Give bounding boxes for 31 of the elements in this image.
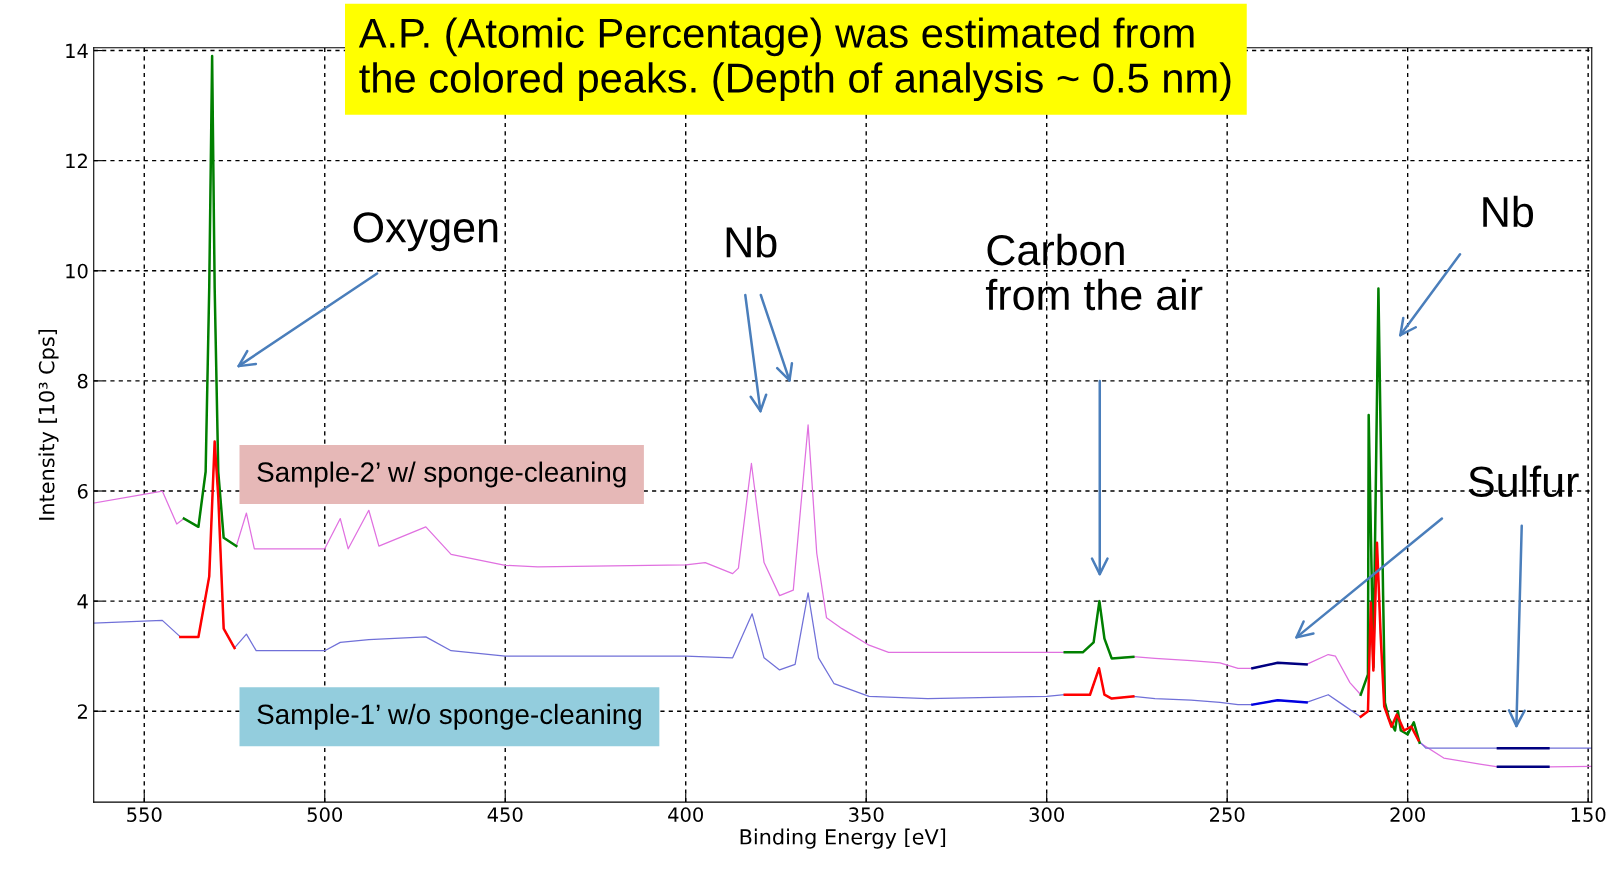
annotation: Oxygen: [353, 212, 498, 252]
x-tick-label: 500: [307, 807, 343, 822]
x-tick-label: 450: [487, 807, 523, 822]
y-tick-label: 14: [66, 43, 88, 58]
annotation: Nb: [1483, 195, 1534, 228]
x-tick-label: 550: [127, 807, 162, 822]
y-tick-label: 6: [77, 483, 88, 499]
annotation: Carbon from the air: [985, 233, 1203, 311]
y-tick-label: 10: [66, 263, 88, 279]
annotation: Nb: [726, 225, 777, 258]
x-tick-label: 150: [1571, 807, 1606, 822]
line-series: [1063, 599, 1135, 660]
line-series: [182, 54, 238, 548]
x-tick-label: 300: [1029, 807, 1064, 822]
line-series: [1359, 541, 1420, 742]
x-tick-label: 250: [1210, 807, 1245, 822]
annotation: Sample-1’ w/o sponge-cleaning: [257, 703, 641, 730]
y-axis-title: Intensity [10³ Cps]: [38, 329, 59, 520]
annotation: Sample-2’ w/ sponge-cleaning: [257, 461, 626, 488]
annotation: Sulfur: [1468, 465, 1579, 498]
x-tick-label: 400: [668, 807, 703, 822]
y-tick-label: 12: [66, 153, 87, 169]
x-tick-label: 200: [1390, 807, 1425, 822]
chart-title: A.P. (Atomic Percentage) was estimated from the colored peaks. (Depth of analysis ~ 0.5 nm): [358, 17, 1231, 102]
y-tick-label: 4: [77, 594, 88, 609]
line-series: [179, 440, 236, 650]
y-tick-label: 8: [77, 373, 88, 389]
x-tick-label: 350: [849, 807, 884, 822]
y-tick-label: 2: [77, 704, 87, 719]
line-series: [1063, 667, 1135, 700]
x-axis-title: Binding Energy [eV]: [740, 828, 946, 849]
